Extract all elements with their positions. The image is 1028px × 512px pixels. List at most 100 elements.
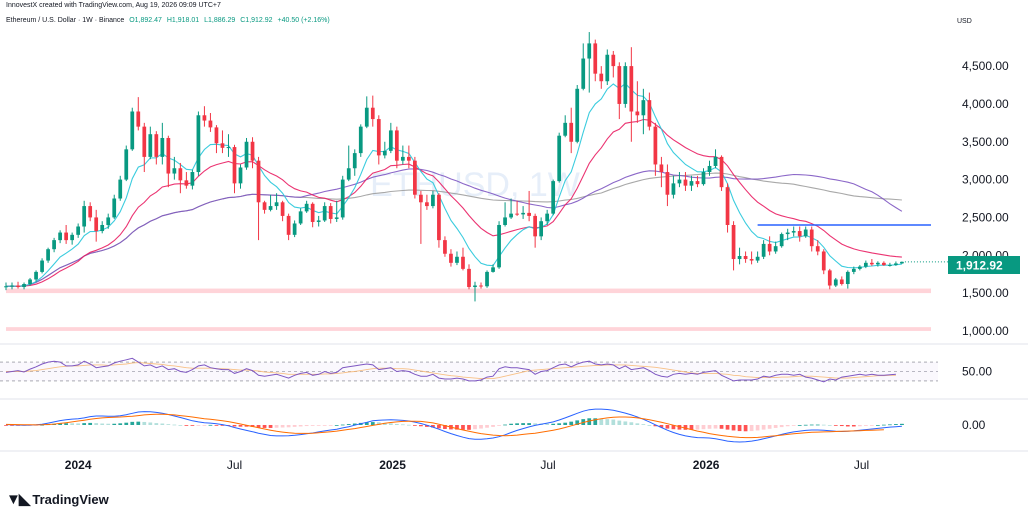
candle[interactable]	[28, 277, 32, 286]
candle[interactable]	[64, 224, 68, 244]
candle[interactable]	[352, 149, 357, 176]
candle[interactable]	[76, 223, 81, 238]
candle[interactable]	[857, 265, 862, 271]
candle[interactable]	[419, 190, 423, 244]
candle[interactable]	[382, 141, 387, 159]
candle[interactable]	[587, 32, 592, 93]
candle[interactable]	[455, 251, 459, 266]
candle[interactable]	[256, 156, 261, 241]
candle[interactable]	[845, 270, 850, 289]
candle[interactable]	[358, 124, 363, 157]
candle[interactable]	[244, 137, 249, 170]
candle[interactable]	[605, 49, 610, 86]
candle[interactable]	[58, 230, 62, 244]
candle[interactable]	[214, 125, 219, 154]
candle[interactable]	[70, 232, 75, 245]
candle[interactable]	[413, 156, 417, 199]
candle[interactable]	[677, 172, 682, 188]
candle[interactable]	[827, 268, 832, 290]
candle[interactable]	[142, 122, 147, 173]
candle[interactable]	[4, 282, 8, 291]
candle[interactable]	[220, 130, 225, 154]
candle[interactable]	[767, 236, 772, 256]
candle[interactable]	[16, 281, 20, 289]
candle[interactable]	[851, 266, 856, 275]
candle[interactable]	[791, 226, 796, 237]
candle[interactable]	[292, 220, 297, 238]
candle[interactable]	[809, 226, 814, 252]
candle[interactable]	[629, 47, 634, 142]
candle[interactable]	[388, 122, 393, 154]
candle[interactable]	[900, 261, 904, 264]
candle[interactable]	[346, 145, 351, 182]
candle[interactable]	[888, 262, 892, 267]
candle[interactable]	[779, 232, 784, 248]
candle[interactable]	[491, 264, 495, 273]
candle[interactable]	[52, 237, 56, 253]
candle[interactable]	[557, 132, 562, 183]
candle[interactable]	[160, 122, 165, 165]
candle[interactable]	[593, 39, 598, 82]
candle[interactable]	[328, 203, 333, 224]
candle[interactable]	[533, 213, 537, 248]
candle[interactable]	[485, 270, 489, 288]
candle[interactable]	[88, 202, 93, 222]
candle[interactable]	[701, 168, 706, 186]
candle[interactable]	[833, 277, 838, 288]
tradingview-logo[interactable]: ▼◣ TradingView	[6, 490, 109, 508]
candle[interactable]	[238, 164, 243, 189]
candle[interactable]	[581, 43, 586, 91]
candle[interactable]	[268, 194, 273, 212]
candle[interactable]	[394, 126, 399, 169]
candle[interactable]	[749, 251, 754, 265]
candle[interactable]	[250, 137, 255, 169]
candle[interactable]	[882, 261, 886, 266]
candle[interactable]	[449, 249, 453, 267]
candle[interactable]	[232, 144, 237, 194]
candle[interactable]	[689, 175, 694, 191]
candle[interactable]	[334, 200, 339, 222]
candle[interactable]	[479, 282, 483, 289]
candle[interactable]	[743, 251, 748, 263]
candle[interactable]	[431, 190, 435, 209]
candle[interactable]	[617, 62, 622, 120]
candle[interactable]	[503, 202, 507, 227]
candle[interactable]	[707, 160, 712, 176]
candle[interactable]	[773, 241, 778, 254]
candle[interactable]	[310, 202, 315, 228]
candle[interactable]	[190, 169, 195, 190]
candle[interactable]	[82, 200, 87, 233]
candle[interactable]	[178, 162, 183, 194]
candle[interactable]	[839, 276, 844, 286]
candle[interactable]	[154, 131, 159, 165]
candle[interactable]	[166, 135, 171, 188]
candle[interactable]	[130, 107, 135, 151]
candle[interactable]	[539, 217, 544, 241]
candle[interactable]	[322, 202, 327, 222]
candle[interactable]	[443, 236, 447, 257]
candle[interactable]	[172, 156, 177, 180]
candle[interactable]	[196, 111, 201, 176]
candle[interactable]	[124, 145, 129, 182]
candle[interactable]	[202, 106, 207, 127]
candle[interactable]	[316, 215, 321, 227]
candle[interactable]	[821, 249, 826, 275]
candle[interactable]	[370, 95, 375, 127]
candle[interactable]	[473, 281, 477, 302]
candle[interactable]	[863, 260, 868, 269]
candle[interactable]	[226, 134, 231, 157]
candle[interactable]	[671, 175, 676, 199]
candle[interactable]	[106, 213, 111, 229]
candle[interactable]	[376, 115, 381, 165]
candle[interactable]	[112, 194, 117, 219]
candle[interactable]	[623, 62, 628, 108]
candle[interactable]	[527, 190, 531, 222]
candle[interactable]	[599, 66, 604, 89]
candle[interactable]	[280, 200, 285, 222]
candle[interactable]	[298, 208, 303, 225]
candle[interactable]	[695, 175, 700, 188]
candle[interactable]	[869, 259, 874, 266]
candle[interactable]	[94, 209, 99, 242]
candle[interactable]	[563, 115, 568, 138]
